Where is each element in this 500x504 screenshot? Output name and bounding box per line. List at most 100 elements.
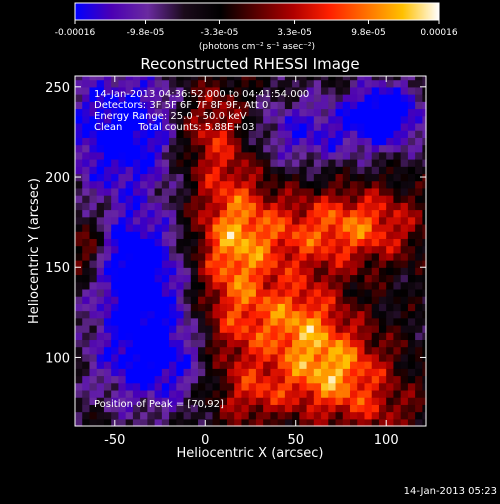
heatmap-cell	[140, 296, 148, 304]
heatmap-cell	[219, 346, 228, 355]
heatmap-cell	[82, 223, 91, 232]
heatmap-cell	[75, 202, 83, 211]
heatmap-cell	[183, 223, 192, 232]
heatmap-cell	[82, 86, 91, 95]
heatmap-cell	[169, 382, 177, 391]
heatmap-cell	[75, 339, 83, 348]
heatmap-cell	[248, 115, 257, 124]
heatmap-cell	[248, 137, 257, 146]
heatmap-cell	[198, 144, 206, 153]
heatmap-cell	[103, 303, 112, 312]
heatmap-cell	[299, 296, 308, 304]
heatmap-cell	[306, 209, 315, 218]
heatmap-cell	[415, 368, 423, 377]
heatmap-cell	[342, 94, 351, 102]
heatmap-cell	[154, 281, 163, 290]
heatmap-cell	[386, 216, 395, 225]
heatmap-cell	[234, 144, 243, 153]
heatmap-cell	[103, 317, 112, 326]
heatmap-cell	[226, 303, 235, 312]
heatmap-cell	[161, 137, 170, 146]
heatmap-cell	[219, 310, 228, 319]
heatmap-cell	[292, 346, 300, 355]
heatmap-cell	[154, 288, 163, 297]
heatmap-cell	[226, 122, 235, 131]
heatmap-cell	[422, 76, 427, 81]
heatmap-cell	[328, 202, 337, 211]
heatmap-cell	[299, 130, 308, 138]
heatmap-cell	[299, 397, 308, 405]
heatmap-cell	[386, 346, 395, 355]
heatmap-cell	[292, 324, 300, 333]
heatmap-cell	[103, 375, 112, 384]
heatmap-cell	[190, 216, 199, 225]
heatmap-cell	[241, 324, 250, 333]
heatmap-cell	[407, 180, 416, 189]
heatmap-cell	[378, 418, 387, 427]
heatmap-cell	[255, 108, 264, 117]
heatmap-cell	[234, 317, 243, 326]
heatmap-cell	[342, 267, 351, 276]
heatmap-cell	[219, 122, 228, 131]
heatmap-cell	[255, 375, 264, 384]
heatmap-cell	[89, 346, 98, 355]
heatmap-cell	[357, 303, 366, 312]
heatmap-cell	[386, 223, 395, 232]
heatmap-cell	[89, 180, 98, 189]
heatmap-cell	[328, 108, 337, 117]
heatmap-cell	[292, 216, 300, 225]
heatmap-cell	[407, 353, 416, 362]
heatmap-cell	[82, 332, 91, 341]
heatmap-cell	[132, 122, 141, 131]
heatmap-cell	[176, 209, 185, 218]
heatmap-cell	[118, 209, 127, 218]
heatmap-cell	[140, 86, 148, 95]
heatmap-cell	[422, 339, 427, 348]
heatmap-cell	[415, 180, 423, 189]
heatmap-cell	[350, 231, 358, 239]
heatmap-cell	[219, 151, 228, 160]
heatmap-cell	[241, 86, 250, 95]
heatmap-cell	[241, 209, 250, 218]
heatmap-cell	[161, 173, 170, 182]
heatmap-cell	[198, 166, 206, 175]
heatmap-cell	[284, 310, 293, 319]
heatmap-cell	[422, 317, 427, 326]
heatmap-cell	[234, 368, 243, 377]
heatmap-cell	[82, 202, 91, 211]
heatmap-cell	[335, 281, 344, 290]
heatmap-cell	[198, 346, 206, 355]
heatmap-cell	[342, 223, 351, 232]
heatmap-cell	[400, 411, 409, 420]
heatmap-cell	[183, 108, 192, 117]
heatmap-cell	[386, 101, 395, 110]
heatmap-cell	[169, 231, 177, 239]
heatmap-cell	[393, 180, 402, 189]
heatmap-cell	[96, 202, 105, 211]
heatmap-cell	[183, 317, 192, 326]
heatmap-cell	[263, 231, 271, 239]
heatmap-cell	[415, 130, 423, 138]
heatmap-cell	[313, 375, 322, 384]
heatmap-cell	[422, 245, 427, 254]
heatmap-cell	[118, 252, 127, 261]
heatmap-cell	[270, 238, 279, 247]
heatmap-cell	[111, 353, 120, 362]
heatmap-cell	[306, 101, 315, 110]
heatmap-cell	[386, 397, 395, 405]
heatmap-cell	[284, 267, 293, 276]
heatmap-cell	[198, 260, 206, 268]
heatmap-cell	[270, 245, 279, 254]
heatmap-cell	[140, 108, 148, 117]
heatmap-cell	[407, 310, 416, 319]
heatmap-cell	[292, 173, 300, 182]
heatmap-cell	[169, 361, 177, 369]
heatmap-cell	[212, 101, 221, 110]
heatmap-cell	[226, 274, 235, 283]
heatmap-cell	[96, 231, 105, 239]
heatmap-cell	[386, 382, 395, 391]
heatmap-cell	[284, 173, 293, 182]
heatmap-cell	[400, 397, 409, 405]
heatmap-cell	[183, 144, 192, 153]
heatmap-cell	[219, 353, 228, 362]
